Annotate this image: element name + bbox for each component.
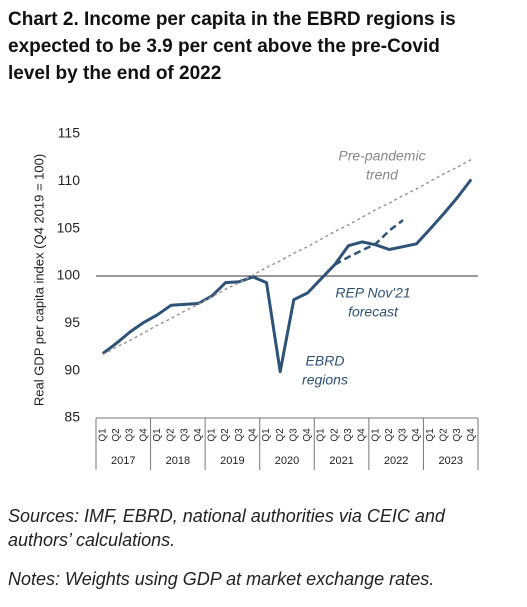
x-tick-label: Q3 — [452, 428, 463, 442]
year-label: 2017 — [111, 455, 135, 467]
year-label: 2019 — [220, 455, 244, 467]
y-tick-label: 105 — [57, 219, 81, 235]
x-tick-label: Q2 — [275, 428, 286, 442]
y-tick-label: 95 — [64, 314, 80, 330]
chart-title-line: Chart 2. Income per capita in the EBRD r… — [8, 9, 456, 30]
x-tick-label: Q3 — [343, 428, 354, 442]
x-tick-label: Q2 — [329, 428, 340, 442]
x-tick-label: Q4 — [411, 428, 422, 442]
x-tick-label: Q2 — [439, 428, 450, 442]
x-tick-label: Q2 — [220, 428, 231, 442]
x-tick-label: Q1 — [97, 428, 108, 442]
sources-line: Sources: IMF, EBRD, national authorities… — [8, 506, 446, 526]
x-tick-label: Q3 — [288, 428, 299, 442]
y-tick-label: 115 — [58, 125, 81, 141]
x-tick-label: Q1 — [152, 428, 163, 442]
year-label: 2023 — [438, 455, 462, 467]
x-tick-label: Q4 — [138, 428, 149, 442]
year-label: 2022 — [384, 455, 408, 467]
x-tick-label: Q4 — [248, 428, 259, 442]
year-label: 2020 — [275, 455, 299, 467]
x-tick-label: Q3 — [398, 428, 409, 442]
x-tick-label: Q2 — [384, 428, 395, 442]
x-tick-label: Q2 — [166, 428, 177, 442]
annotation: Pre-pandemic — [338, 148, 425, 164]
x-tick-label: Q4 — [357, 428, 368, 442]
annotation: trend — [366, 167, 399, 183]
x-tick-label: Q1 — [207, 428, 218, 442]
x-tick-label: Q3 — [234, 428, 245, 442]
series-line — [101, 178, 473, 374]
y-tick-label: 90 — [64, 361, 80, 377]
year-label: 2018 — [166, 455, 190, 467]
annotation: forecast — [348, 304, 399, 320]
x-tick-label: Q3 — [125, 428, 136, 442]
x-tick-label: Q4 — [466, 428, 477, 442]
series-line — [334, 219, 404, 266]
chart-title-line: expected to be 3.9 per cent above the pr… — [8, 36, 440, 57]
y-tick-label: 110 — [58, 172, 81, 188]
x-tick-label: Q1 — [425, 428, 436, 442]
year-label: 2021 — [329, 455, 353, 467]
annotation: EBRD — [306, 353, 345, 369]
x-tick-label: Q3 — [179, 428, 190, 442]
x-tick-label: Q1 — [261, 428, 272, 442]
y-tick-label: 85 — [64, 409, 80, 425]
sources-line: authors’ calculations. — [8, 530, 175, 550]
y-axis-label: Real GDP per capita index (Q4 2019 = 100… — [31, 154, 46, 406]
y-tick-label: 100 — [57, 267, 81, 283]
series-line — [102, 158, 472, 356]
annotation: REP Nov'21 — [335, 285, 410, 301]
x-tick-label: Q1 — [370, 428, 381, 442]
x-tick-label: Q4 — [193, 428, 204, 442]
notes: Notes: Weights using GDP at market excha… — [8, 569, 434, 589]
annotation: regions — [302, 372, 348, 388]
x-tick-label: Q2 — [111, 428, 122, 442]
x-tick-label: Q4 — [302, 428, 313, 442]
chart-title-line: level by the end of 2022 — [8, 63, 221, 84]
x-tick-label: Q1 — [316, 428, 327, 442]
